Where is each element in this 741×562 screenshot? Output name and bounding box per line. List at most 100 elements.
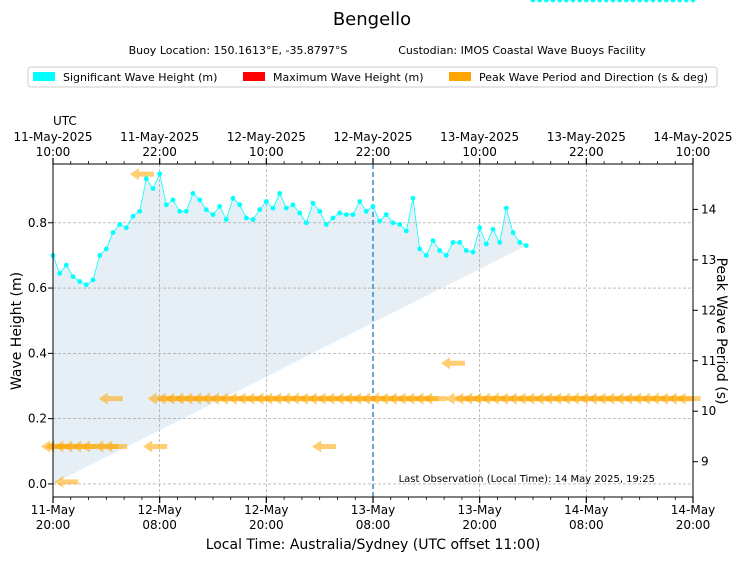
hs-data-point [477, 225, 483, 231]
chart-title: Bengello [333, 9, 411, 30]
buoy-location: Buoy Location: 150.1613°E, -35.8797°S [129, 44, 348, 57]
hs-data-point [77, 279, 83, 284]
hs-data-point [63, 262, 69, 268]
bottom-axis: 11-May20:0012-May08:0012-May20:0013-May0… [31, 497, 715, 532]
top-tick-label-date: 12-May-2025 [227, 130, 306, 144]
hs-data-point [690, 0, 696, 3]
hs-data-point [237, 202, 243, 208]
hs-data-point [550, 0, 556, 3]
hs-data-point [397, 222, 403, 227]
x-tick-label-date: 12-May [244, 503, 288, 517]
y2-tick-label: 13 [701, 253, 716, 267]
hs-data-point [290, 202, 296, 208]
y2-tick-label: 11 [701, 354, 716, 368]
y2-tick-label: 9 [701, 455, 709, 469]
hs-data-point [83, 282, 89, 288]
hs-data-point [310, 200, 316, 206]
hs-data-point [303, 220, 309, 226]
hs-data-point [377, 218, 383, 224]
hs-data-point [670, 0, 676, 3]
top-tick-label-time: 22:00 [356, 145, 391, 159]
x-tick-label-time: 08:00 [569, 518, 604, 532]
peak-period-arrow [441, 357, 465, 370]
y-tick-label: 0.2 [28, 412, 47, 426]
hs-data-point [410, 195, 416, 201]
peak-period-arrow [676, 392, 701, 405]
x-tick-label-time: 20:00 [462, 518, 497, 532]
hs-data-point [497, 240, 503, 245]
peak-period-arrows [41, 168, 701, 488]
y-tick-label: 0.6 [28, 281, 47, 295]
legend-swatch-hs [33, 72, 55, 81]
peak-period-arrow [81, 440, 105, 453]
y-tick-label: 0.0 [28, 477, 47, 491]
x-tick-label-date: 13-May [351, 503, 395, 517]
hs-data-point [450, 240, 456, 245]
hs-data-point [110, 230, 116, 236]
top-tick-label-date: 11-May-2025 [120, 130, 199, 144]
hs-data-point [163, 202, 169, 208]
hs-data-point [170, 197, 176, 203]
x-tick-label-time: 08:00 [356, 518, 391, 532]
hs-data-point [557, 0, 563, 3]
x-tick-label-date: 14-May [671, 503, 715, 517]
hs-data-point [130, 213, 136, 219]
x-tick-label-time: 20:00 [676, 518, 711, 532]
hs-data-point [210, 212, 216, 218]
hs-data-point [157, 171, 163, 177]
x-tick-label-date: 13-May [457, 503, 501, 517]
hs-data-point [263, 199, 269, 204]
hs-data-point [383, 212, 389, 218]
hs-data-point [503, 205, 509, 211]
hs-data-point [590, 0, 596, 3]
hs-data-point [283, 205, 289, 211]
hs-data-point [223, 217, 229, 222]
hs-data-point [243, 215, 249, 221]
hs-data-point [150, 186, 156, 191]
hs-data-point [650, 0, 656, 3]
hs-data-point [57, 271, 63, 276]
hs-data-point [483, 241, 489, 247]
x-tick-label-date: 12-May [137, 503, 181, 517]
hs-data-point [97, 253, 103, 258]
hs-data-point [610, 0, 616, 3]
hs-data-point [643, 0, 649, 3]
hs-data-point [683, 0, 689, 3]
legend-swatch-hmax [243, 72, 265, 81]
hs-data-point [677, 0, 683, 3]
hs-data-point [603, 0, 609, 3]
hs-data-point [403, 228, 409, 234]
top-tick-label-date: 14-May-2025 [653, 130, 732, 144]
y2-tick-label: 14 [701, 202, 716, 216]
x-tick-label-date: 14-May [564, 503, 608, 517]
hs-data-point [337, 210, 343, 216]
hs-data-point [103, 246, 109, 252]
y2-tick-label: 12 [701, 303, 716, 317]
hs-data-point [350, 212, 356, 218]
hs-data-point [637, 0, 643, 3]
y2-tick-label: 10 [701, 404, 716, 418]
legend-swatch-tp [449, 72, 471, 81]
hs-data-point [297, 210, 303, 216]
hs-data-point [317, 208, 323, 214]
hs-data-point [197, 197, 203, 203]
x-tick-label-time: 20:00 [249, 518, 284, 532]
top-tick-label-time: 22:00 [569, 145, 604, 159]
top-tick-label-time: 10:00 [462, 145, 497, 159]
hs-data-point [90, 277, 96, 283]
top-axis-label: UTC [53, 114, 77, 128]
hs-data-point [323, 222, 329, 227]
top-tick-label-time: 10:00 [676, 145, 711, 159]
legend-label-tp: Peak Wave Period and Direction (s & deg) [479, 71, 708, 84]
hs-data-point [143, 176, 149, 182]
hs-data-point [270, 205, 276, 211]
hs-fill-area [53, 173, 527, 484]
hs-series-points [50, 0, 696, 288]
hs-data-point [443, 253, 449, 258]
hs-data-point [330, 215, 336, 221]
hs-data-point [657, 0, 663, 3]
x-tick-label-time: 08:00 [142, 518, 177, 532]
hs-data-point [617, 0, 623, 3]
top-axis: 11-May-202510:0011-May-202522:0012-May-2… [13, 130, 733, 164]
hs-data-point [117, 222, 123, 227]
